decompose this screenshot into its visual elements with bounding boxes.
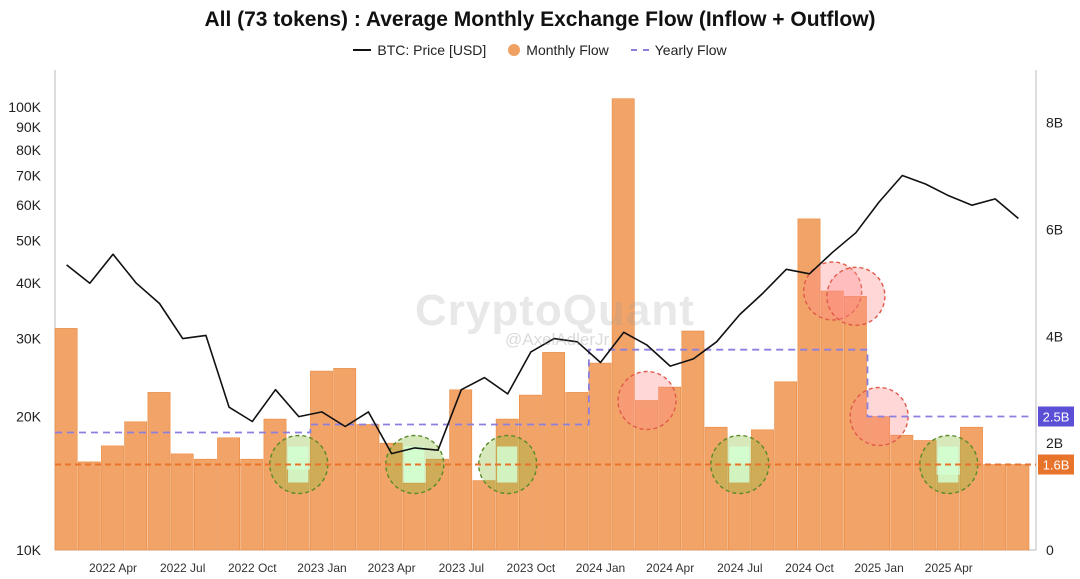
left-tick-label-50K: 50K bbox=[16, 232, 42, 248]
x-tick-label-2023-04: 2023 Apr bbox=[368, 561, 416, 575]
x-tick-label-2024-01: 2024 Jan bbox=[576, 561, 625, 575]
left-tick-label-100K: 100K bbox=[8, 99, 41, 115]
bar-2024-01 bbox=[588, 362, 612, 551]
badge-2.5B bbox=[1038, 406, 1074, 427]
bar-2022-05 bbox=[124, 421, 148, 551]
left-tick-label-90K: 90K bbox=[16, 119, 42, 135]
legend-item-btc-price[interactable]: BTC: Price [USD] bbox=[353, 42, 486, 58]
right-tick-label-2B: 2B bbox=[1046, 435, 1063, 451]
left-tick-label-30K: 30K bbox=[16, 331, 42, 347]
bar-2023-07 bbox=[449, 389, 473, 551]
bar-2022-07 bbox=[170, 453, 194, 551]
badge-1.6B bbox=[1038, 454, 1074, 475]
x-tick-label-2024-10: 2024 Oct bbox=[785, 561, 834, 575]
left-tick-label-80K: 80K bbox=[16, 142, 42, 158]
legend-label-yearly-flow: Yearly Flow bbox=[654, 42, 727, 58]
yearly-flow-line bbox=[55, 348, 1030, 434]
bar-2025-02 bbox=[890, 434, 914, 551]
left-tick-label-60K: 60K bbox=[16, 197, 42, 213]
legend-item-yearly-flow[interactable]: Yearly Flow bbox=[630, 42, 727, 58]
bar-2024-05 bbox=[681, 330, 705, 551]
bar-2024-11 bbox=[820, 290, 844, 551]
bar-2022-02 bbox=[54, 328, 78, 551]
watermark: CryptoQuant bbox=[415, 286, 695, 335]
bar-2022-10 bbox=[240, 458, 264, 551]
highlight-low-fill-2023-05 bbox=[404, 446, 425, 483]
highlight-high-2024-11 bbox=[803, 261, 863, 321]
bar-2023-11 bbox=[542, 352, 566, 551]
bar-2023-05 bbox=[402, 482, 426, 551]
bar-2023-04 bbox=[379, 442, 403, 551]
bar-2023-10 bbox=[518, 394, 542, 551]
chart-title: All (73 tokens) : Average Monthly Exchan… bbox=[204, 8, 876, 31]
bar-2024-10 bbox=[797, 218, 821, 551]
badge-label-1.6B: 1.6B bbox=[1043, 458, 1070, 473]
dot-swatch-icon bbox=[508, 44, 521, 56]
left-tick-label-40K: 40K bbox=[16, 275, 42, 291]
bar-2022-08 bbox=[194, 458, 217, 551]
left-tick-label-70K: 70K bbox=[16, 168, 42, 184]
bar-2024-03 bbox=[635, 400, 658, 551]
low-flow-highlights bbox=[269, 434, 979, 495]
bar-2024-12 bbox=[843, 295, 867, 551]
line-swatch-icon bbox=[353, 49, 372, 51]
x-tick-label-2024-07: 2024 Jul bbox=[717, 561, 762, 575]
bar-2024-02 bbox=[611, 98, 635, 551]
highlight-high-2024-03 bbox=[617, 370, 677, 431]
x-tick-label-2023-01: 2023 Jan bbox=[297, 561, 346, 575]
bar-2022-06 bbox=[147, 392, 171, 551]
bar-2024-09 bbox=[774, 381, 798, 551]
dash-swatch-icon bbox=[630, 49, 649, 51]
watermark-sub: @AxelAdlerJr bbox=[505, 330, 610, 349]
legend-label-btc-price: BTC: Price [USD] bbox=[377, 42, 487, 58]
bar-2024-06 bbox=[704, 426, 728, 551]
right-tick-label-6B: 6B bbox=[1046, 222, 1063, 238]
bar-2023-03 bbox=[356, 424, 380, 551]
legend-item-monthly-flow[interactable]: Monthly Flow bbox=[508, 42, 609, 58]
bar-2025-06 bbox=[983, 464, 1007, 551]
x-tick-label-2022-04: 2022 Apr bbox=[89, 561, 137, 575]
bar-2023-02 bbox=[333, 368, 357, 551]
legend: BTC: Price [USD] Monthly Flow Yearly Flo… bbox=[0, 42, 1080, 58]
x-tick-label-2023-10: 2023 Oct bbox=[507, 561, 556, 575]
left-tick-label-10K: 10K bbox=[16, 542, 42, 558]
bar-2025-07 bbox=[1006, 464, 1030, 551]
bar-2024-04 bbox=[658, 386, 682, 551]
bar-2023-12 bbox=[565, 392, 589, 551]
x-tick-label-2025-01: 2025 Jan bbox=[854, 561, 903, 575]
x-tick-label-2025-04: 2025 Apr bbox=[925, 561, 973, 575]
x-tick-label-2024-04: 2024 Apr bbox=[646, 561, 694, 575]
btc-price-line bbox=[66, 174, 1019, 455]
x-tick-label-2022-10: 2022 Oct bbox=[228, 561, 277, 575]
bar-2022-09 bbox=[217, 437, 241, 551]
right-tick-label-4B: 4B bbox=[1046, 328, 1063, 344]
bar-2022-04 bbox=[101, 445, 124, 551]
x-tick-label-2023-07: 2023 Jul bbox=[439, 561, 484, 575]
bar-2022-11 bbox=[263, 418, 287, 551]
right-tick-label-8B: 8B bbox=[1046, 115, 1063, 131]
badge-label-2.5B: 2.5B bbox=[1043, 410, 1070, 425]
legend-label-monthly-flow: Monthly Flow bbox=[526, 42, 609, 58]
x-tick-label-2022-07: 2022 Jul bbox=[160, 561, 205, 575]
bar-2022-03 bbox=[77, 461, 101, 551]
highlight-high-2024-12 bbox=[826, 266, 886, 326]
right-tick-label-0: 0 bbox=[1046, 542, 1054, 558]
left-tick-label-20K: 20K bbox=[16, 409, 42, 425]
bar-2023-06 bbox=[426, 458, 449, 551]
bar-2023-08 bbox=[472, 480, 496, 551]
